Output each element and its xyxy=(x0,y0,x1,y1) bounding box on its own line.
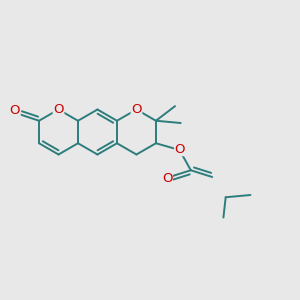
Text: O: O xyxy=(53,103,64,116)
Text: O: O xyxy=(131,103,142,116)
Text: O: O xyxy=(175,142,185,156)
Text: O: O xyxy=(10,104,20,118)
Text: O: O xyxy=(162,172,172,185)
